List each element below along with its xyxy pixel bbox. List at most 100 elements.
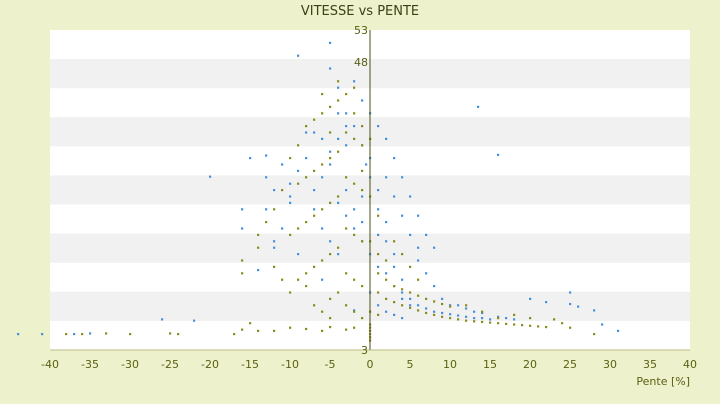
data-point-blue xyxy=(321,227,324,230)
data-point-blue xyxy=(305,131,308,134)
data-point-olive xyxy=(321,329,324,332)
data-point-blue xyxy=(321,137,324,140)
data-point-olive xyxy=(337,246,340,249)
data-point-olive xyxy=(81,333,84,336)
data-point-olive xyxy=(345,304,348,307)
chart-title: VITESSE vs PENTE xyxy=(301,4,419,19)
data-point-olive xyxy=(353,137,356,140)
data-point-olive xyxy=(329,105,332,108)
data-point-blue xyxy=(401,297,404,300)
data-point-olive xyxy=(433,300,436,303)
axes xyxy=(50,30,690,351)
y-tick-labels: 3 48 53 xyxy=(354,24,368,357)
data-point-olive xyxy=(273,329,276,332)
data-point-olive xyxy=(321,163,324,166)
data-point-olive xyxy=(513,323,516,326)
data-point-blue xyxy=(401,317,404,320)
data-point-blue xyxy=(409,233,412,236)
data-point-blue xyxy=(401,214,404,217)
data-point-blue xyxy=(329,41,332,44)
data-point-blue xyxy=(385,240,388,243)
x-tick-label: 35 xyxy=(643,358,657,371)
data-point-blue xyxy=(345,112,348,115)
data-point-olive xyxy=(393,285,396,288)
data-point-blue xyxy=(353,227,356,230)
data-point-blue xyxy=(249,157,252,160)
data-point-olive xyxy=(521,324,524,327)
data-point-blue xyxy=(417,246,420,249)
data-point-blue xyxy=(489,318,492,321)
data-point-blue xyxy=(529,297,532,300)
data-point-olive xyxy=(497,317,500,320)
data-point-olive xyxy=(321,112,324,115)
data-point-blue xyxy=(329,150,332,153)
data-point-blue xyxy=(513,318,516,321)
data-point-blue xyxy=(569,302,572,306)
data-point-olive xyxy=(241,272,244,275)
data-point-olive xyxy=(281,189,284,192)
data-point-blue xyxy=(337,201,340,204)
data-point-blue xyxy=(401,278,404,281)
data-point-blue xyxy=(481,311,484,315)
data-point-olive xyxy=(489,321,492,324)
x-tick-labels: -40 -35 -30 -25 -20 -15 -10 -5 0 5 10 15 20 25 30 35 40 xyxy=(41,358,697,371)
data-point-blue xyxy=(385,221,388,224)
data-point-olive xyxy=(353,278,356,281)
data-point-olive xyxy=(361,285,364,288)
data-point-blue xyxy=(449,304,452,307)
data-point-blue xyxy=(313,208,316,211)
data-point-blue xyxy=(321,176,324,179)
data-point-olive xyxy=(417,278,420,281)
data-point-olive xyxy=(401,253,404,256)
data-point-blue xyxy=(209,175,212,178)
data-point-olive xyxy=(361,169,364,172)
data-point-olive xyxy=(297,227,300,230)
data-point-blue xyxy=(457,304,460,307)
data-point-blue xyxy=(345,144,348,147)
data-point-olive xyxy=(257,246,260,249)
data-point-blue xyxy=(505,317,508,320)
data-point-olive xyxy=(257,329,260,332)
data-point-blue xyxy=(257,269,260,272)
data-point-blue xyxy=(361,221,364,224)
data-point-blue xyxy=(41,333,44,336)
data-point-olive xyxy=(273,265,276,268)
data-point-olive xyxy=(513,313,516,316)
data-point-olive xyxy=(497,322,500,325)
data-point-blue xyxy=(345,125,348,128)
data-point-olive xyxy=(401,304,404,307)
data-point-blue xyxy=(289,182,292,185)
data-point-blue xyxy=(281,163,284,166)
data-point-olive xyxy=(449,305,452,308)
data-point-blue xyxy=(417,259,420,262)
x-tick-label: -20 xyxy=(201,358,219,371)
data-point-blue xyxy=(73,333,76,336)
data-point-blue xyxy=(265,176,268,179)
data-point-olive xyxy=(289,233,292,236)
data-point-olive xyxy=(313,214,316,217)
data-point-olive xyxy=(313,118,316,121)
data-point-olive xyxy=(417,309,420,312)
data-point-olive xyxy=(441,315,444,318)
data-point-blue xyxy=(193,319,196,322)
data-point-blue xyxy=(393,253,396,256)
data-point-olive xyxy=(353,326,356,329)
data-point-olive xyxy=(305,176,308,179)
data-point-blue xyxy=(441,297,444,300)
x-tick-label: 10 xyxy=(443,358,457,371)
data-point-olive xyxy=(233,333,236,336)
data-point-olive xyxy=(345,328,348,331)
data-point-olive xyxy=(353,86,356,89)
data-point-olive xyxy=(465,319,468,322)
data-point-blue xyxy=(265,154,268,157)
data-point-blue xyxy=(441,311,444,315)
data-point-olive xyxy=(313,265,316,268)
data-point-olive xyxy=(529,317,532,320)
data-point-blue xyxy=(89,332,92,335)
data-point-olive xyxy=(529,324,532,327)
data-point-blue xyxy=(345,214,348,217)
data-point-olive xyxy=(129,333,132,336)
data-point-olive xyxy=(481,320,484,324)
data-point-olive xyxy=(241,328,244,331)
